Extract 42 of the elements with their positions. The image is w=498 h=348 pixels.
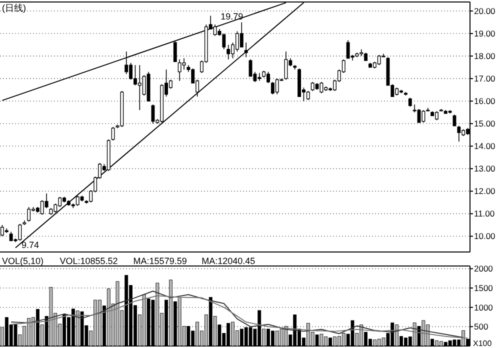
candlestick [27, 206, 31, 222]
candlestick [457, 125, 461, 142]
text: MA:15579.59 [133, 256, 187, 266]
y-tick-label: 20.00 [474, 6, 496, 16]
y-tick-label: 17.00 [474, 74, 496, 84]
candlestick [9, 231, 13, 242]
y-tick-label: 11.00 [474, 208, 495, 219]
candlestick [182, 58, 186, 70]
candlestick [306, 90, 310, 100]
candlestick [408, 97, 412, 108]
y-tick-label: 1500 [474, 283, 494, 294]
y-tick-label: 500 [474, 322, 488, 332]
y-tick-label: 14.00 [474, 141, 496, 152]
chart-title: (日线) [2, 3, 26, 13]
candlestick [320, 82, 324, 94]
candlestick [240, 22, 244, 48]
candlestick [173, 41, 177, 62]
y-tick-label: 15.00 [474, 118, 496, 129]
text: X100 [473, 339, 492, 348]
candlestick [226, 44, 230, 60]
candlestick [151, 104, 155, 124]
y-tick-label: 2000 [474, 264, 494, 274]
candlestick [222, 33, 226, 50]
candlestick [346, 40, 350, 59]
candlestick [213, 24, 217, 36]
annotation: 19.79 [220, 12, 244, 22]
candlestick [244, 42, 248, 58]
text: VOL:10855.52 [60, 256, 118, 266]
y-tick-label: 1000 [474, 302, 494, 312]
candlestick [422, 110, 426, 123]
annotation: 9.74 [22, 240, 40, 250]
text: VOL(5,10) [2, 256, 44, 266]
text: MA:12040.45 [202, 256, 256, 266]
candlestick [111, 126, 115, 141]
y-tick-label: 18.00 [474, 51, 496, 62]
y-tick-label: 12.00 [474, 186, 496, 196]
y-tick-label: 16.00 [474, 96, 496, 106]
candlestick [178, 59, 182, 82]
y-tick-label: 19.00 [474, 28, 496, 39]
y-tick-label: 10.00 [474, 231, 496, 242]
y-tick-label: 13.00 [474, 164, 496, 174]
candlestick [18, 223, 22, 242]
